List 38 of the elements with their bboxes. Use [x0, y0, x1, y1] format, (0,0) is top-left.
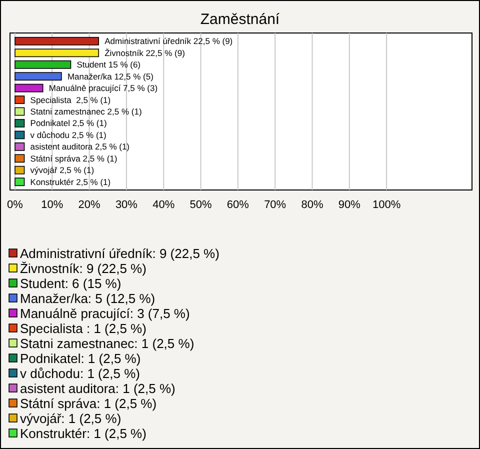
- legend-label: Státní správa: 1 (2,5 %): [20, 396, 157, 411]
- category-label: Podnikatel 2,5 % (1): [30, 118, 107, 128]
- category-label: Administrativní úředník 22,5 % (9): [104, 36, 233, 46]
- category-label: Statni zamestnanec 2,5 % (1): [30, 106, 142, 116]
- legend-label: Živnostník: 9 (22,5 %): [20, 261, 146, 276]
- category-label: Státní správa 2,5 % (1): [30, 153, 118, 164]
- x-tick-label: 0%: [7, 199, 24, 211]
- legend-label: Administrativní úředník: 9 (22,5 %): [20, 246, 220, 261]
- x-tick-label: 20%: [78, 199, 101, 211]
- x-tick-label: 90%: [338, 199, 361, 211]
- x-tick-label: 60%: [226, 199, 250, 211]
- category-label: Student 15 % (6): [76, 60, 141, 70]
- category-label: Manažer/ka 12,5 % (5): [67, 71, 154, 82]
- category-label: asistent auditora 2,5 % (1): [30, 142, 130, 152]
- legend-label: vývojář: 1 (2,5 %): [20, 411, 122, 426]
- legend-label: Manažer/ka: 5 (12,5 %): [20, 291, 156, 306]
- x-tick-label: 100%: [372, 199, 401, 211]
- legend-label: Konstruktér: 1 (2,5 %): [20, 426, 146, 441]
- category-label: v důchodu 2,5 % (1): [30, 130, 106, 140]
- legend-label: v důchodu: 1 (2,5 %): [20, 366, 140, 381]
- legend-label: Podnikatel: 1 (2,5 %): [20, 351, 141, 366]
- chart-title: Zaměstnání: [200, 11, 280, 28]
- x-tick-label: 40%: [152, 199, 175, 211]
- legend-label: Manuálně pracující: 3 (7,5 %): [20, 306, 190, 321]
- category-label: Manuálně pracující 7,5 % (3): [48, 83, 158, 94]
- legend-label: Specialista : 1 (2,5 %): [20, 321, 146, 336]
- x-tick-label: 70%: [264, 199, 286, 211]
- category-label: Živnostník 22,5 % (9): [104, 48, 185, 58]
- x-tick-label: 50%: [190, 199, 212, 211]
- legend-label: Student: 6 (15 %): [20, 276, 122, 291]
- x-tick-label: 80%: [301, 199, 324, 211]
- category-label: vývojář 2,5 % (1): [30, 165, 94, 176]
- legend-label: asistent auditora: 1 (2,5 %): [20, 381, 176, 396]
- x-tick-label: 10%: [41, 199, 64, 211]
- x-tick-label: 30%: [115, 199, 138, 211]
- legend-label: Statni zamestnanec: 1 (2,5 %): [20, 336, 194, 351]
- category-label: Specialista 2,5 % (1): [30, 94, 111, 105]
- category-label: Konstruktér 2,5 % (1): [30, 176, 111, 187]
